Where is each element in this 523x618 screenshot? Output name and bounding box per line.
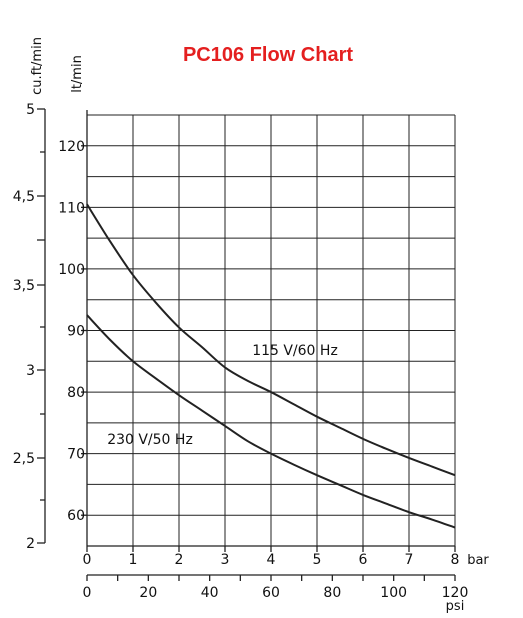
psi-tick-label: 40 (201, 585, 219, 601)
series-line (86, 203, 456, 477)
psi-tick-label: 0 (83, 585, 92, 601)
grid (86, 114, 456, 546)
bar-tick-label: 5 (313, 552, 322, 568)
cuft-tick-label: 3,5 (13, 278, 35, 294)
psi-tick-label: 80 (323, 585, 341, 601)
lt-unit-label: lt/min (70, 55, 85, 93)
bar-tick-label: 1 (129, 552, 138, 568)
psi-tick-label: 60 (262, 585, 280, 601)
bar-tick-label: 8 (451, 552, 460, 568)
lt-tick-label: 90 (67, 324, 85, 340)
psi-tick-label: 100 (380, 585, 407, 601)
series-line (86, 314, 456, 529)
cuft-tick-label: 2,5 (13, 451, 35, 467)
lt-tick-label: 80 (67, 385, 85, 401)
bar-unit-label: bar (467, 553, 489, 568)
psi-tick-label: 120 (442, 585, 469, 601)
series: 115 V/60 Hz 230 V/50 Hz (86, 203, 456, 529)
cuft-unit-label: cu.ft/min (30, 37, 45, 95)
bar-tick-label: 2 (175, 552, 184, 568)
bar-tick-label: 6 (359, 552, 368, 568)
psi-tick-label: 20 (139, 585, 157, 601)
bar-tick-label: 0 (83, 552, 92, 568)
bar-tick-label: 4 (267, 552, 276, 568)
bar-tick-label: 7 (405, 552, 414, 568)
lt-tick-label: 110 (58, 200, 85, 216)
series-label: 115 V/60 Hz (252, 343, 338, 359)
cuft-tick-label: 5 (26, 102, 35, 118)
lt-tick-label: 100 (58, 262, 85, 278)
lt-tick-label: 60 (67, 508, 85, 524)
lt-tick-label: 70 (67, 447, 85, 463)
chart-title: PC106 Flow Chart (183, 44, 353, 66)
cuft-tick-label: 4,5 (13, 189, 35, 205)
series-label: 230 V/50 Hz (107, 432, 193, 448)
bar-tick-label: 3 (221, 552, 230, 568)
cuft-tick-label: 2 (26, 536, 35, 552)
psi-unit-label: psi (446, 599, 465, 614)
cuft-tick-label: 3 (26, 363, 35, 379)
lt-tick-label: 120 (58, 139, 85, 155)
axes (37, 108, 456, 581)
